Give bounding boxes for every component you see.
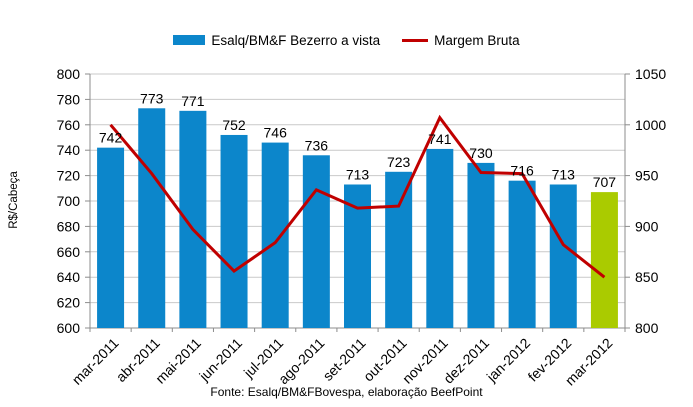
- left-axis-tick-label: 760: [57, 117, 81, 133]
- chart-legend: Esalq/BM&F Bezerro a vista Margem Bruta: [0, 30, 693, 50]
- left-axis-tick-label: 720: [57, 168, 81, 184]
- bar-fev-2012: [549, 184, 577, 328]
- bar-value-label: 713: [346, 166, 370, 182]
- legend-line-swatch-icon: [402, 38, 429, 42]
- right-axis-tick-label: 850: [635, 269, 659, 285]
- right-axis-tick-label: 1000: [635, 117, 666, 133]
- bar-dez-2011: [467, 162, 495, 328]
- bar-set-2011: [344, 184, 371, 328]
- plot-area: 600 620 640 660 680 700 720 740 760 780 800 800 850 9…: [57, 66, 667, 388]
- legend-bar-label: Esalq/BM&F Bezerro a vista: [211, 32, 381, 48]
- bar-value-label: 771: [181, 93, 205, 109]
- bar-jan-2012: [508, 180, 536, 328]
- x-category-label: jun-2011: [195, 335, 245, 385]
- left-axis-tick-label: 640: [57, 269, 81, 285]
- bar-value-label: 730: [469, 145, 493, 161]
- left-axis-tick-label: 660: [57, 244, 81, 260]
- left-axis-tick-label: 800: [57, 66, 81, 82]
- bar-jun-2011: [220, 134, 248, 328]
- bar-value-label: 707: [593, 174, 617, 190]
- bar-mar-2012: [590, 192, 618, 328]
- legend-bar-swatch-icon: [173, 35, 206, 45]
- right-axis-tick-label: 800: [635, 320, 659, 336]
- bar-mar-2011: [97, 147, 125, 328]
- bar-out-2011: [385, 171, 413, 328]
- bar-nov-2011: [426, 148, 454, 328]
- x-category-label: ago-2011: [275, 335, 328, 388]
- bar-value-label: 752: [222, 117, 246, 133]
- left-axis-tick-label: 700: [57, 193, 81, 209]
- left-axis-tick-label: 780: [57, 91, 81, 107]
- bar-jul-2011: [261, 142, 289, 328]
- x-category-label: jan-2012: [483, 335, 534, 386]
- left-axis-tick-label: 600: [57, 320, 81, 336]
- x-category-label: mar-2011: [69, 335, 122, 388]
- bar-value-label: 713: [552, 166, 576, 182]
- source-note: Fonte: Esalq/BM&FBovespa, elaboração Bee…: [210, 385, 483, 399]
- legend-line-label: Margem Bruta: [434, 32, 520, 48]
- right-axis-tick-label: 1050: [635, 66, 666, 82]
- right-axis-tick-label: 900: [635, 218, 659, 234]
- bar-value-label: 736: [305, 137, 329, 153]
- bar-value-label: 746: [264, 125, 288, 141]
- x-category-label: dez-2011: [440, 335, 492, 387]
- bar-value-label: 741: [428, 131, 452, 147]
- margem-bruta-line: [109, 114, 606, 279]
- x-category-label: mai-2011: [152, 335, 204, 387]
- left-axis-tick-label: 680: [57, 218, 81, 234]
- bar-ago-2011: [302, 155, 330, 328]
- bar-value-label: 773: [140, 90, 164, 106]
- left-axis-tick-label: 740: [57, 142, 81, 158]
- x-category-label: set-2011: [320, 335, 369, 384]
- left-axis-tick-label: 620: [57, 295, 81, 311]
- bar-mai-2011: [179, 110, 207, 328]
- bar-value-label: 716: [510, 163, 534, 179]
- bar-value-label: 742: [99, 130, 123, 146]
- bar-abr-2011: [138, 108, 166, 328]
- bar-value-label: 723: [387, 154, 411, 170]
- right-axis-tick-label: 950: [635, 168, 659, 184]
